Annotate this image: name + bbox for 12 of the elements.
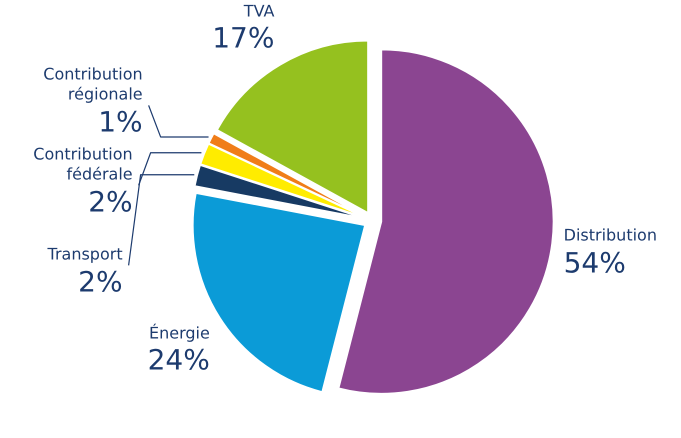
slice-label: Transport <box>46 244 123 264</box>
slice-label: Énergie <box>149 324 210 343</box>
data-label: 24% <box>148 344 210 377</box>
slice-label: Contribution régionale <box>43 64 143 104</box>
slice-label: Contribution fédérale <box>33 144 133 184</box>
data-label: 54% <box>564 246 626 280</box>
data-label: 1% <box>98 105 143 138</box>
slice-label: TVA <box>242 2 274 21</box>
data-label: 17% <box>212 22 274 55</box>
data-label: 2% <box>78 265 123 298</box>
slice-label: Distribution <box>564 226 657 245</box>
data-label: 2% <box>88 185 133 218</box>
